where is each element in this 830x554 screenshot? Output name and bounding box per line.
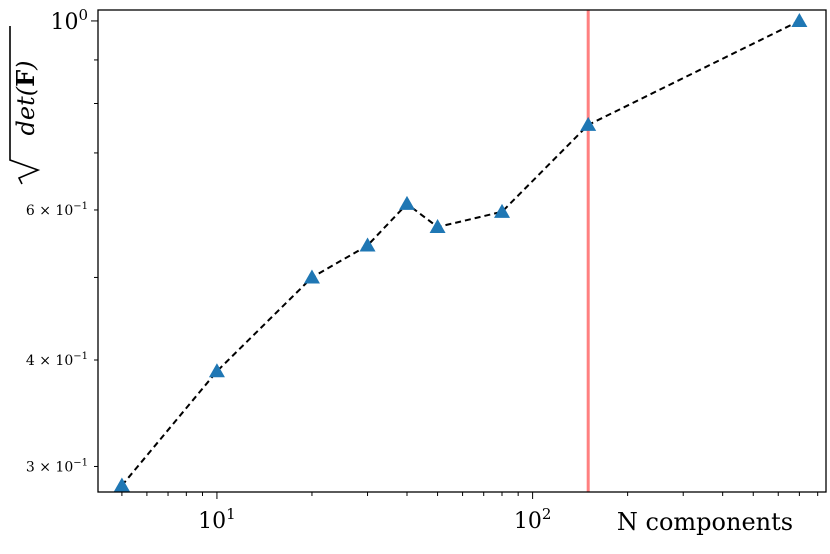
data-point	[113, 477, 130, 492]
sqrt-sign	[9, 26, 41, 185]
data-point	[303, 269, 320, 284]
series-line	[121, 20, 800, 487]
data-point	[208, 363, 225, 378]
y-axis-title: det(F)	[9, 26, 41, 185]
y-axis: 100 6 × 10−1 4 × 10−1 3 × 10−1	[26, 6, 98, 475]
data-point	[791, 12, 808, 27]
x-axis: 101 102	[121, 492, 819, 534]
plot-area	[113, 10, 808, 492]
y-tick-label: 6 × 10−1	[26, 201, 88, 219]
x-axis-title: N components	[617, 508, 793, 536]
data-point	[359, 237, 376, 252]
plot-frame	[97, 9, 827, 493]
data-point	[429, 219, 446, 234]
y-tick-label: 100	[50, 6, 88, 35]
y-axis-title-text: det(F)	[11, 61, 40, 136]
x-tick-label: 101	[198, 505, 236, 534]
y-tick-label: 4 × 10−1	[26, 351, 88, 369]
data-point	[580, 116, 597, 131]
x-tick-label: 102	[514, 505, 552, 534]
data-point	[494, 203, 511, 218]
y-tick-label: 3 × 10−1	[26, 457, 88, 475]
data-point	[398, 195, 415, 210]
